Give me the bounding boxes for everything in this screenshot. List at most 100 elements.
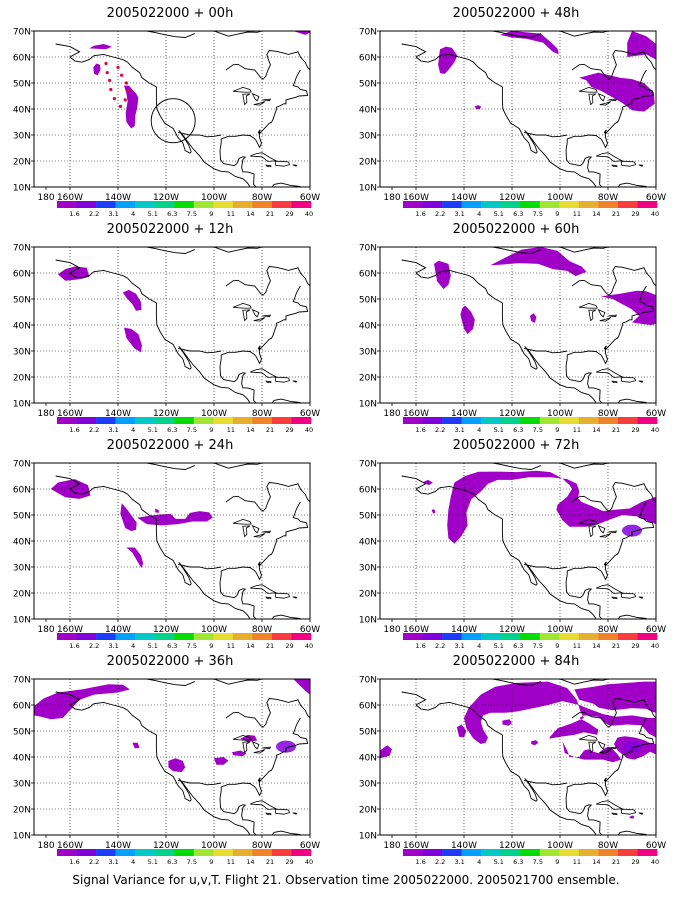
lat-tick-label: 30N bbox=[359, 132, 377, 142]
coastline bbox=[219, 717, 309, 835]
lon-tick-label: 120W bbox=[499, 193, 525, 203]
colorbar-swatch bbox=[232, 633, 253, 640]
lat-tick-label: 10N bbox=[13, 616, 31, 626]
coastline bbox=[225, 50, 310, 80]
lat-tick-label: 70N bbox=[13, 460, 31, 470]
colorbar-label: 2.2 bbox=[89, 858, 99, 866]
coastline bbox=[55, 691, 251, 835]
colorbar-label: 40 bbox=[305, 210, 313, 218]
colorbar-swatch bbox=[154, 849, 175, 856]
colorbar-swatch bbox=[442, 849, 462, 856]
variance-region bbox=[124, 327, 142, 353]
lat-tick-label: 70N bbox=[359, 676, 377, 686]
colorbar-swatch bbox=[598, 201, 619, 208]
island-outline bbox=[596, 152, 624, 162]
variance-core bbox=[622, 524, 642, 537]
colorbar-swatch bbox=[135, 417, 155, 424]
colorbar-label: 40 bbox=[651, 858, 659, 866]
island-outline bbox=[620, 376, 637, 383]
lat-tick-label: 70N bbox=[359, 460, 377, 470]
colorbar-label: 1.6 bbox=[69, 858, 79, 866]
colorbar-swatch bbox=[461, 201, 482, 208]
lon-tick-label: 80W bbox=[252, 841, 272, 851]
colorbar-swatch bbox=[559, 633, 580, 640]
colorbar-swatch bbox=[115, 417, 136, 424]
colorbar-label: 40 bbox=[651, 642, 659, 650]
colorbar-swatch bbox=[422, 633, 443, 640]
colorbar-label: 11 bbox=[227, 858, 235, 866]
lon-tick-label: 80W bbox=[598, 409, 618, 419]
variance-region bbox=[58, 266, 90, 281]
lat-tick-label: 40N bbox=[13, 106, 31, 116]
colorbar-label: 14 bbox=[246, 858, 254, 866]
colorbar-swatch bbox=[252, 201, 273, 208]
panel-title: 2005022000 + 60h bbox=[452, 222, 580, 237]
colorbar-swatch bbox=[252, 633, 273, 640]
lake-outline bbox=[599, 316, 612, 322]
coastline bbox=[565, 717, 655, 835]
colorbar-swatch bbox=[617, 417, 638, 424]
map-panel: 2005022000 + 12h 70N 60N 50N 40N 30N 20N 10N 180… bbox=[0, 222, 340, 437]
variance-region bbox=[122, 289, 142, 311]
colorbar-label: 5.1 bbox=[494, 642, 504, 650]
lat-tick-label: 50N bbox=[13, 80, 31, 90]
colorbar-swatch bbox=[578, 417, 599, 424]
lake-outline bbox=[233, 518, 252, 525]
lake-outline bbox=[251, 524, 260, 534]
colorbar-swatch bbox=[96, 849, 116, 856]
lon-tick-label: 180 bbox=[37, 409, 54, 419]
coastline bbox=[559, 463, 609, 469]
colorbar-label: 3.1 bbox=[108, 210, 118, 218]
map-panel: 2005022000 + 36h 70N 60N 50N 40N 30N 20N 10N 180… bbox=[0, 654, 340, 869]
coastline bbox=[565, 501, 655, 619]
island-outline bbox=[250, 368, 278, 378]
colorbar-swatch bbox=[174, 417, 195, 424]
lon-tick-label: 60W bbox=[646, 841, 666, 851]
lat-tick-label: 70N bbox=[359, 244, 377, 254]
colorbar-label: 40 bbox=[651, 210, 659, 218]
lat-tick-label: 10N bbox=[359, 616, 377, 626]
colorbar-label: 6.3 bbox=[167, 426, 177, 434]
panel-title: 2005022000 + 36h bbox=[106, 654, 234, 669]
lon-tick-label: 80W bbox=[598, 625, 618, 635]
lake-outline bbox=[253, 532, 266, 538]
colorbar-label: 9 bbox=[209, 426, 213, 434]
variance-region bbox=[502, 719, 512, 726]
colorbar-swatch bbox=[422, 849, 443, 856]
colorbar-label: 9 bbox=[209, 642, 213, 650]
map-svg: 70N 60N 50N 40N 30N 20N 10N 180 160W 140W 120W 100W… bbox=[359, 676, 666, 867]
colorbar-swatch bbox=[637, 633, 658, 640]
colorbar-swatch bbox=[403, 849, 423, 856]
flight-track-point bbox=[124, 81, 128, 85]
lon-tick-label: 180 bbox=[383, 841, 400, 851]
lat-tick-label: 30N bbox=[359, 780, 377, 790]
colorbar-label: 3.1 bbox=[454, 210, 464, 218]
colorbar-label: 14 bbox=[246, 210, 254, 218]
lat-tick-label: 20N bbox=[359, 806, 377, 816]
colorbar-label: 6.3 bbox=[167, 642, 177, 650]
coastline bbox=[571, 482, 656, 512]
colorbar-swatch bbox=[271, 201, 292, 208]
colorbar-swatch bbox=[57, 201, 77, 208]
colorbar-swatch bbox=[154, 633, 175, 640]
coastline bbox=[523, 779, 568, 786]
colorbar-swatch bbox=[481, 633, 501, 640]
colorbar-swatch bbox=[559, 417, 580, 424]
colorbar-label: 21 bbox=[266, 642, 274, 650]
lon-tick-label: 160W bbox=[57, 841, 83, 851]
lon-tick-label: 120W bbox=[153, 409, 179, 419]
coastline bbox=[492, 31, 541, 38]
lat-tick-label: 30N bbox=[359, 564, 377, 574]
colorbar-swatch bbox=[403, 633, 423, 640]
colorbar-swatch bbox=[442, 633, 462, 640]
coastline bbox=[492, 247, 541, 254]
panel-title: 2005022000 + 12h bbox=[106, 222, 234, 237]
lake-outline bbox=[597, 740, 606, 750]
panel-title: 2005022000 + 48h bbox=[452, 6, 580, 21]
lat-tick-label: 70N bbox=[13, 28, 31, 38]
variance-core bbox=[276, 740, 296, 753]
island-outline bbox=[265, 812, 272, 816]
panel-title: 2005022000 + 00h bbox=[106, 6, 234, 21]
colorbar-swatch bbox=[76, 201, 97, 208]
lake-outline bbox=[579, 518, 598, 525]
